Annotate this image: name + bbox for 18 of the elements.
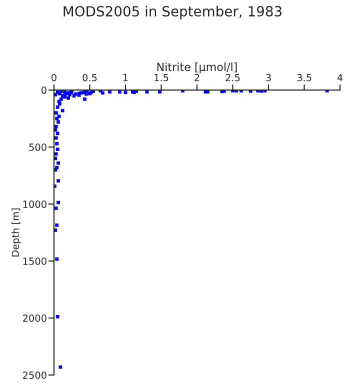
- y-tick-label: 2500: [23, 371, 46, 379]
- y-axis-title: Depth [m]: [12, 208, 21, 256]
- y-tick-label: 500: [29, 144, 46, 151]
- x-tick-label: 1.5: [154, 74, 168, 82]
- x-tick-label: 0.5: [82, 74, 97, 82]
- x-tick-label: 2.5: [226, 74, 240, 82]
- x-tick-label: 3: [266, 74, 271, 82]
- x-tick-label: 0: [52, 74, 56, 82]
- y-tick-label: 1500: [23, 258, 46, 265]
- y-tick-label: 1000: [23, 200, 46, 208]
- y-tick-label: 0: [42, 86, 46, 94]
- x-tick-label: 4: [337, 74, 343, 82]
- x-tick-label: 3.5: [297, 74, 312, 82]
- chart-title: MODS2005 in September, 1983: [64, 6, 282, 20]
- x-axis-title: Nitrite [µmol/l]: [157, 62, 237, 74]
- x-tick-label: 1: [123, 74, 128, 82]
- x-tick-label: 2: [194, 74, 200, 82]
- y-tick-label: 2000: [23, 314, 46, 322]
